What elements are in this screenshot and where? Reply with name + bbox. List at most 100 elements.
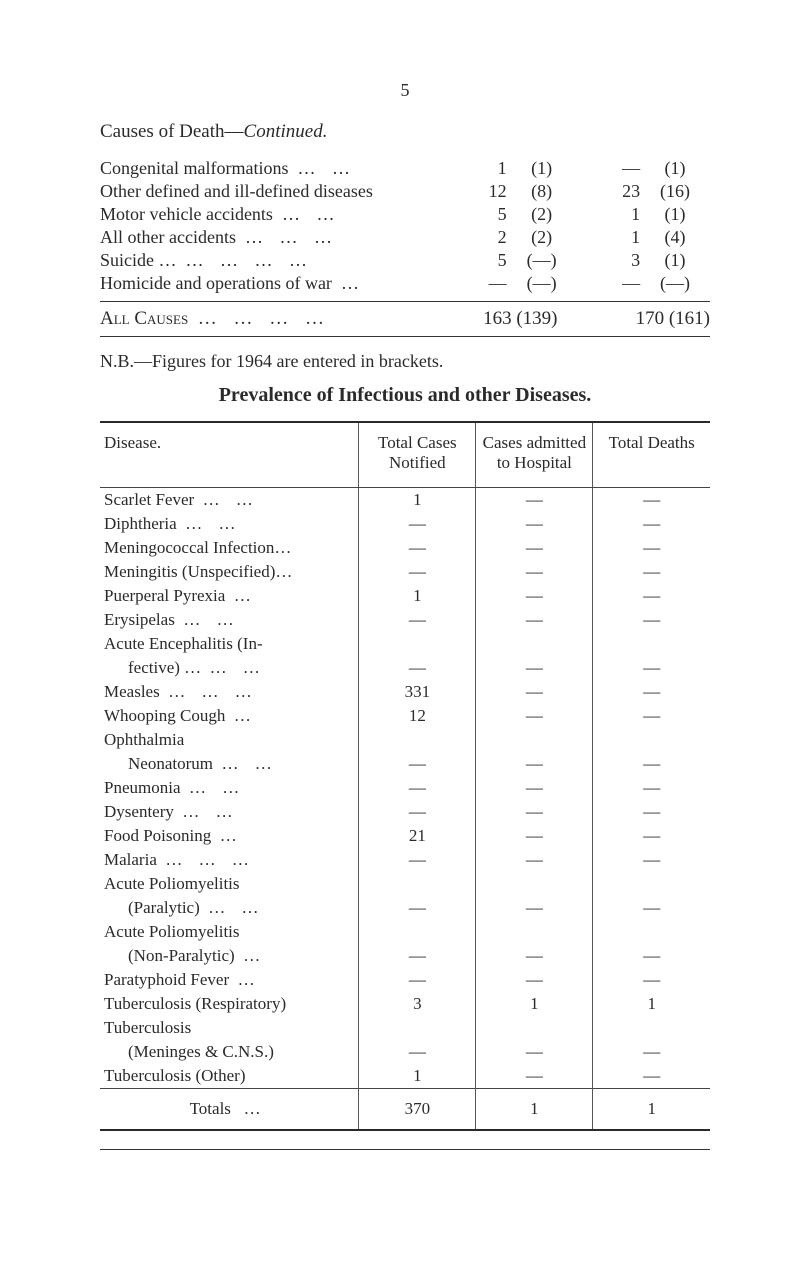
prevalence-row: Measles … … …331—— [100,680,710,704]
all-causes-c1: 163 (139) [436,308,558,330]
causes-row: All other accidents … … …2(2)1(4) [100,226,710,249]
disease-label: Diphtheria [104,514,177,533]
disease-dots: … … [185,514,241,533]
prev-c2: — [476,488,593,513]
prev-c2: — [476,752,593,776]
prevalence-row: Meningococcal Infection…——— [100,536,710,560]
prevalence-row: (Meninges & C.N.S.)——— [100,1040,710,1064]
totals-c1: 370 [359,1089,476,1130]
disease-label: (Paralytic) [128,898,200,917]
disease-label: Tuberculosis (Other) [104,1066,246,1085]
disease-label: Pneumonia [104,778,181,797]
prev-c1: 1 [359,488,476,513]
prev-c3: — [593,704,710,728]
prev-th-disease: Disease. [100,423,359,488]
disease-label: Ophthalmia [104,730,184,749]
prev-c3: — [593,1040,710,1064]
prev-c1: — [359,776,476,800]
prev-c3: — [593,512,710,536]
disease-dots: … [220,826,243,845]
prevalence-row: (Non-Paralytic) …——— [100,944,710,968]
prev-c3: — [593,488,710,513]
disease-dots: … [234,586,257,605]
causes-label: Motor vehicle accidents [100,204,273,224]
prev-c3: — [593,584,710,608]
causes-n4: (4) [640,226,710,249]
prev-c1: — [359,536,476,560]
disease-label: Measles [104,682,160,701]
prev-c1: 3 [359,992,476,1016]
causes-label: Suicide … [100,250,177,270]
prev-c2 [476,728,593,752]
causes-n3: — [577,157,641,180]
prev-c3 [593,728,710,752]
prev-c3: — [593,536,710,560]
totals-c3: 1 [593,1089,710,1130]
causes-dots: … … … … [186,250,314,270]
prev-c1 [359,1016,476,1040]
page-number: 5 [100,80,710,101]
prev-c1: — [359,608,476,632]
causes-dots: … … [297,158,356,178]
prev-c1: — [359,656,476,680]
totals-dots: … [244,1099,267,1118]
causes-row: Suicide … … … … …5(—)3(1) [100,249,710,272]
prev-c1: — [359,968,476,992]
prev-c3: — [593,944,710,968]
disease-label: Food Poisoning [104,826,211,845]
causes-title-italic: Continued. [244,121,328,142]
causes-n4: (16) [640,180,710,203]
prev-c3 [593,920,710,944]
prevalence-header-row: Disease. Total CasesNotified Cases admit… [100,423,710,488]
prev-c2 [476,1016,593,1040]
prev-c2: — [476,848,593,872]
causes-row: Motor vehicle accidents … …5(2)1(1) [100,203,710,226]
prev-c1 [359,632,476,656]
disease-label: Dysentery [104,802,174,821]
disease-label: Malaria [104,850,157,869]
prev-c2: — [476,944,593,968]
causes-dots: … … … [245,227,338,247]
prev-c3: — [593,656,710,680]
disease-dots: … … [208,898,264,917]
causes-n2: (2) [507,203,577,226]
causes-n2: (—) [507,249,577,272]
disease-label: Tuberculosis [104,1018,191,1037]
causes-n1: — [449,272,506,295]
causes-n3: 3 [577,249,641,272]
all-causes-dots: … … … … [198,308,330,329]
prev-c1: — [359,896,476,920]
prev-c2 [476,920,593,944]
causes-section-title: Causes of Death—Continued. [100,121,710,143]
prev-c2: — [476,800,593,824]
disease-label: Meningitis (Unspecified)… [104,562,292,581]
prev-c2: — [476,560,593,584]
causes-dots: … … [282,204,341,224]
causes-label: Other defined and ill-defined diseases [100,181,373,201]
prevalence-row: Dysentery … …——— [100,800,710,824]
prev-c3: — [593,560,710,584]
causes-n4: (1) [640,157,710,180]
disease-label: Acute Poliomyelitis [104,922,240,941]
disease-dots: … [243,946,266,965]
prevalence-row: Tuberculosis [100,1016,710,1040]
disease-label: Whooping Cough [104,706,225,725]
prevalence-row: Malaria … … …——— [100,848,710,872]
bottom-rule [100,1149,710,1150]
causes-n2: (—) [507,272,577,295]
disease-dots: … … [183,610,239,629]
prev-c1: — [359,752,476,776]
prev-c1 [359,920,476,944]
disease-label: Neonatorum [128,754,213,773]
disease-label: Meningococcal Infection… [104,538,291,557]
prev-c3: — [593,752,710,776]
causes-n2: (1) [507,157,577,180]
prevalence-row: Meningitis (Unspecified)…——— [100,560,710,584]
prevalence-row: Scarlet Fever … …1—— [100,488,710,513]
prev-c1 [359,872,476,896]
prevalence-row: Puerperal Pyrexia …1—— [100,584,710,608]
prev-c2 [476,872,593,896]
disease-dots: … … … [165,850,255,869]
disease-dots: … [238,970,261,989]
prevalence-row: Tuberculosis (Respiratory)311 [100,992,710,1016]
